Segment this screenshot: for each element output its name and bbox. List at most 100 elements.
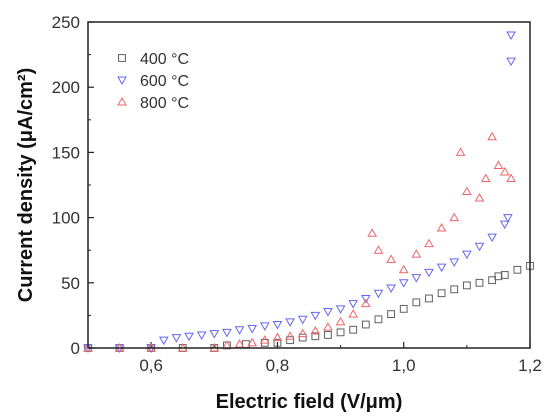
data-point [503, 214, 513, 223]
plot-frame [87, 21, 531, 349]
data-point [493, 160, 504, 169]
data-point [298, 333, 307, 342]
x-axis-title: Electric field (V/μm) [216, 391, 403, 413]
data-point [158, 336, 169, 346]
data-point [398, 279, 409, 288]
data-point [272, 321, 283, 330]
data-point [259, 335, 270, 344]
data-point [475, 278, 484, 287]
data-point [411, 249, 422, 258]
data-point [386, 254, 396, 263]
y-tick-labels: 0 50 100 150 200 250 [52, 13, 80, 358]
y-tick-label: 200 [52, 78, 80, 97]
data-point [424, 238, 434, 248]
data-point [374, 315, 383, 324]
x-tick-label: 1,2 [518, 356, 542, 375]
data-point [436, 223, 447, 232]
y-tick-label: 250 [52, 13, 80, 32]
data-point [487, 233, 497, 243]
data-point [222, 328, 232, 338]
legend-label: 800 °C [140, 95, 189, 112]
data-point [348, 309, 359, 318]
y-tick-label: 150 [52, 143, 80, 162]
data-point [310, 326, 321, 335]
data-point [361, 320, 370, 329]
data-point [323, 322, 333, 331]
data-point [234, 326, 245, 335]
data-point [399, 304, 408, 313]
legend: 400 °C 600 °C 800 °C [117, 51, 189, 112]
data-point [311, 332, 320, 341]
legend-label: 600 °C [140, 73, 189, 90]
legend-item: 400 °C [118, 51, 189, 68]
data-point [437, 289, 446, 298]
data-point [425, 294, 433, 303]
x-tick-labels: 0,6 0,8 1,0 1,2 [139, 356, 541, 375]
legend-marker [118, 54, 126, 62]
data-point [499, 166, 510, 176]
data-point [272, 332, 283, 342]
data-point [424, 268, 434, 278]
data-point [335, 305, 346, 314]
data-point [209, 330, 220, 339]
data-point [360, 298, 371, 308]
data-point [348, 300, 359, 309]
data-point [297, 328, 308, 338]
data-point [387, 310, 395, 318]
data-point [285, 318, 295, 327]
legend-marker [117, 76, 127, 86]
data-point [488, 276, 497, 285]
data-point [412, 298, 421, 307]
data-point [398, 264, 409, 274]
data-point [297, 315, 308, 325]
legend-item: 800 °C [117, 95, 189, 112]
data-point [373, 289, 384, 299]
data-point [450, 285, 459, 294]
y-tick-label: 100 [52, 209, 80, 228]
data-point [349, 325, 358, 334]
data-point [247, 337, 258, 347]
data-point [461, 250, 472, 260]
data-point [310, 311, 321, 321]
data-point [367, 228, 378, 237]
data-point [499, 220, 510, 230]
data-point [487, 131, 497, 141]
data-point [259, 322, 270, 331]
data-point [324, 331, 332, 339]
data-point [506, 57, 516, 67]
data-point [247, 324, 258, 334]
x-tick-label: 1,0 [392, 356, 416, 375]
data-point [285, 331, 295, 340]
data-point [474, 193, 485, 202]
y-tick-label: 50 [61, 274, 80, 293]
data-point [234, 339, 245, 348]
data-point [462, 281, 471, 290]
legend-marker [117, 96, 127, 106]
data-point [171, 334, 182, 343]
data-point [494, 272, 503, 281]
data-point [335, 316, 346, 326]
data-point [411, 274, 422, 283]
data-point [480, 173, 491, 182]
legend-label: 400 °C [140, 51, 189, 68]
series-0 [84, 261, 534, 352]
data-point [273, 338, 282, 347]
y-axis-title: Current density (μA/cm²) [15, 68, 37, 302]
data-point [386, 284, 396, 294]
data-point [513, 265, 522, 274]
data-point [449, 258, 460, 267]
legend-item: 600 °C [117, 73, 189, 90]
data-point [323, 307, 333, 317]
axis-ticks [87, 21, 531, 349]
data-point [461, 186, 472, 196]
data-point [286, 336, 294, 345]
data-point [506, 31, 516, 41]
data-point [436, 263, 447, 273]
data-point [373, 245, 384, 254]
data-point [474, 242, 485, 252]
data-point [184, 332, 194, 342]
data-point [455, 147, 466, 156]
data-point [196, 331, 207, 340]
data-point [449, 212, 460, 222]
